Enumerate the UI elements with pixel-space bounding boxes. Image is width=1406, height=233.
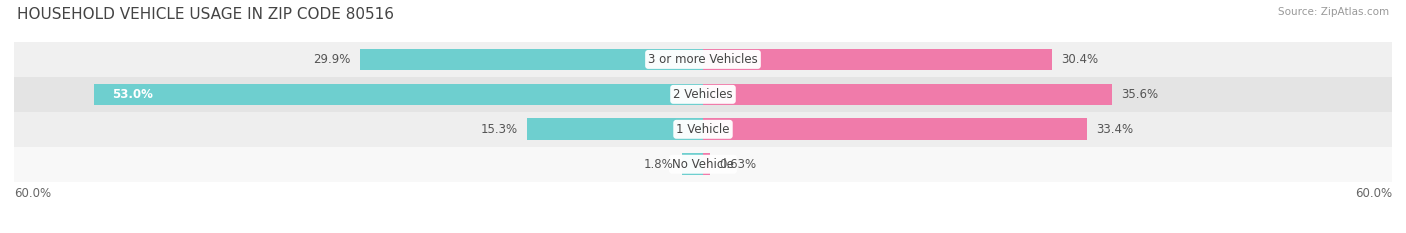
Text: 1.8%: 1.8%	[644, 158, 673, 171]
Text: 3 or more Vehicles: 3 or more Vehicles	[648, 53, 758, 66]
Bar	[703, 153, 710, 175]
Bar	[682, 153, 703, 175]
Text: 15.3%: 15.3%	[481, 123, 519, 136]
Bar	[14, 42, 1392, 77]
Bar	[14, 112, 1392, 147]
Text: No Vehicle: No Vehicle	[672, 158, 734, 171]
Bar	[14, 147, 1392, 182]
Text: Source: ZipAtlas.com: Source: ZipAtlas.com	[1278, 7, 1389, 17]
Text: 33.4%: 33.4%	[1095, 123, 1133, 136]
Text: 60.0%: 60.0%	[14, 187, 51, 200]
Bar	[360, 49, 703, 70]
Text: HOUSEHOLD VEHICLE USAGE IN ZIP CODE 80516: HOUSEHOLD VEHICLE USAGE IN ZIP CODE 8051…	[17, 7, 394, 22]
Bar	[14, 77, 1392, 112]
Bar	[94, 83, 703, 105]
Text: 0.63%: 0.63%	[720, 158, 756, 171]
Text: 60.0%: 60.0%	[1355, 187, 1392, 200]
Bar	[703, 83, 1112, 105]
Text: 1 Vehicle: 1 Vehicle	[676, 123, 730, 136]
Text: 53.0%: 53.0%	[111, 88, 152, 101]
Bar	[703, 118, 1087, 140]
Bar	[703, 49, 1052, 70]
Text: 30.4%: 30.4%	[1062, 53, 1098, 66]
Text: 29.9%: 29.9%	[314, 53, 350, 66]
Text: 2 Vehicles: 2 Vehicles	[673, 88, 733, 101]
Bar	[527, 118, 703, 140]
Text: 35.6%: 35.6%	[1121, 88, 1159, 101]
